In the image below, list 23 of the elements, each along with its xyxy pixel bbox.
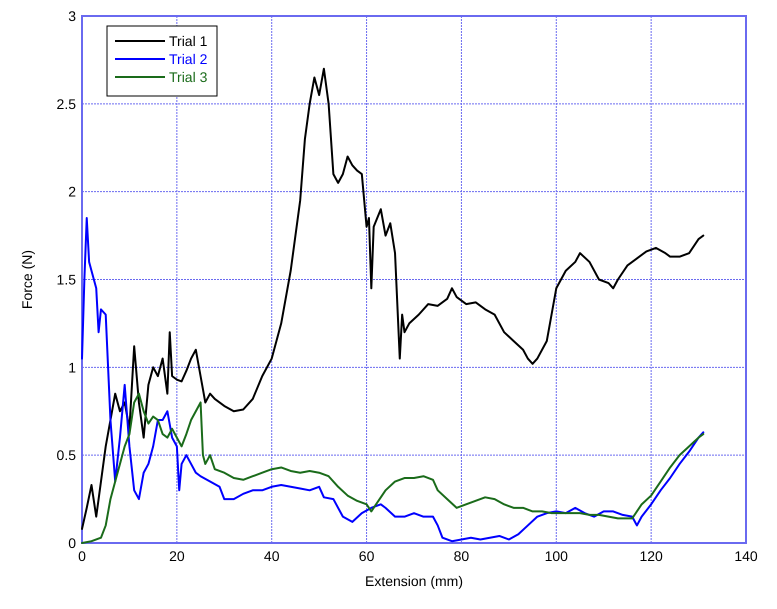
x-axis-title: Extension (mm) (364, 573, 464, 589)
y-tick-label: 0.5 (56, 447, 76, 464)
y-tick-label: 0 (68, 535, 76, 551)
x-tick-label: 0 (78, 548, 86, 564)
y-tick-label: 3 (68, 8, 76, 24)
y-tick-label: 1 (68, 359, 76, 376)
y-tick-label: 2 (68, 184, 76, 200)
x-tick-label: 140 (734, 548, 758, 564)
x-tick-label: 40 (264, 548, 280, 564)
line-series (81, 68, 704, 530)
line-series (81, 392, 704, 544)
y-tick-label: 2.5 (56, 96, 76, 112)
x-tick-label: 120 (639, 548, 664, 564)
legend-label: Trial 1 (169, 33, 208, 49)
x-tick-label: 80 (454, 548, 470, 564)
x-tick-label: 60 (358, 548, 375, 564)
x-tick-label: 20 (169, 548, 185, 564)
x-tick-label: 100 (544, 548, 568, 564)
y-tick-label: 1.5 (56, 272, 76, 288)
line-series (81, 217, 704, 542)
y-axis-title: Force (N) (19, 250, 35, 310)
legend-label: Trial 3 (169, 69, 208, 85)
legend-label: Trial 2 (169, 51, 208, 67)
